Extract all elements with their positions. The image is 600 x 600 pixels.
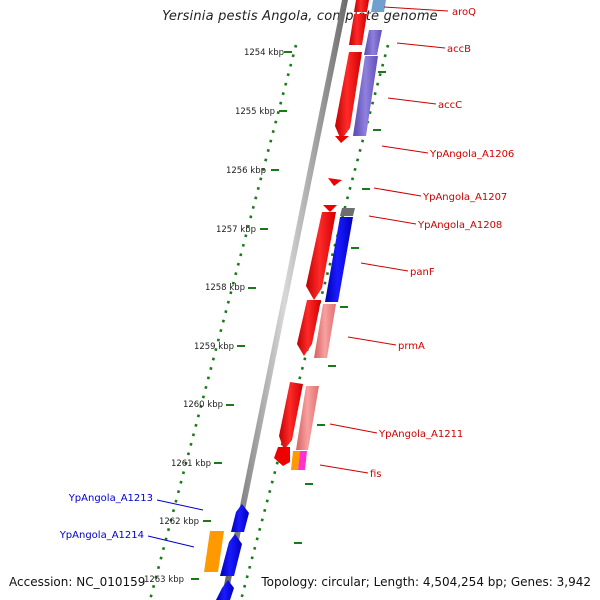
gene-YpAngola_A1208[interactable]: [323, 205, 337, 212]
cog-YpAngola_A1214: [204, 531, 224, 572]
leader-prmA: [347, 336, 397, 346]
gene-aroQ[interactable]: [354, 0, 369, 12]
leader-accB: [396, 42, 446, 49]
gene-label-YpAngola_A1206[interactable]: YpAngola_A1206: [429, 149, 514, 160]
gene-label-YpAngola_A1211[interactable]: YpAngola_A1211: [378, 429, 463, 440]
gene-YpAngola_A1213[interactable]: [231, 504, 249, 532]
leader-YpAngola_A1213: [156, 499, 204, 511]
leader-accC: [387, 97, 437, 105]
gene-label-YpAngola_A1213[interactable]: YpAngola_A1213: [68, 493, 153, 504]
cog-accB: [364, 30, 382, 55]
gene-accB[interactable]: [349, 14, 367, 45]
accession-label: Accession: NC_010159: [9, 575, 146, 589]
gene-label-accB[interactable]: accB: [447, 44, 471, 55]
cog-fis-orange: [291, 451, 300, 470]
gene-label-YpAngola_A1214[interactable]: YpAngola_A1214: [59, 530, 144, 541]
gene-labels: aroQ accB accC YpAngola_A1206 YpAngola_A…: [59, 7, 515, 541]
leader-YpAngola_A1206: [381, 145, 429, 154]
gene-label-YpAngola_A1207[interactable]: YpAngola_A1207: [422, 192, 507, 203]
tick-label: 1254 kbp: [244, 48, 284, 58]
gene-YpAngola_A1214[interactable]: [220, 534, 242, 576]
genome-backbone: [221, 0, 348, 600]
tick-label: 1263 kbp: [144, 575, 184, 585]
gene-partial-bottom[interactable]: [216, 580, 234, 600]
leader-fis: [319, 464, 369, 474]
gene-label-accC[interactable]: accC: [438, 100, 462, 111]
cog-accC: [353, 56, 378, 136]
leader-YpAngola_A1208: [368, 215, 417, 225]
tick-label: 1258 kbp: [205, 283, 245, 293]
tick-label: 1255 kbp: [235, 107, 275, 117]
tick-label: 1257 kbp: [216, 225, 256, 235]
label-leaders: [147, 6, 449, 548]
outer-ring-ticks: [294, 71, 386, 544]
tick-label: 1262 kbp: [159, 517, 199, 527]
genome-summary: Topology: circular; Length: 4,504,254 bp…: [261, 575, 591, 589]
tick-group: 1254 kbp 1255 kbp 1256 kbp 1257 kbp 1258…: [144, 48, 292, 585]
gene-label-panF[interactable]: panF: [410, 267, 435, 278]
gene-label-fis[interactable]: fis: [370, 469, 382, 480]
tick-label: 1256 kbp: [226, 166, 266, 176]
cog-aroQ: [371, 0, 386, 12]
cog-fis-magenta: [298, 451, 307, 470]
map-title: Yersinia pestis Angola, complete genome: [162, 9, 438, 24]
cog-prmA: [314, 304, 336, 358]
tick-label: 1261 kbp: [171, 459, 211, 469]
gene-features: [204, 0, 386, 600]
gene-label-prmA[interactable]: prmA: [398, 341, 425, 352]
cog-panF: [325, 217, 353, 302]
gene-label-aroQ[interactable]: aroQ: [452, 7, 476, 18]
leader-YpAngola_A1214: [147, 535, 195, 548]
cog-YpAngola_A1208: [340, 208, 355, 216]
leader-panF: [360, 262, 409, 272]
gene-YpAngola_A1211[interactable]: [279, 382, 303, 450]
gene-prmA[interactable]: [297, 300, 321, 356]
leader-YpAngola_A1211: [329, 423, 378, 434]
leader-aroQ: [383, 6, 449, 12]
cog-YpAngola_A1211: [296, 386, 319, 450]
gene-fis[interactable]: [274, 447, 290, 466]
gene-YpAngola_A1206[interactable]: [335, 136, 349, 143]
gene-label-YpAngola_A1208[interactable]: YpAngola_A1208: [417, 220, 502, 231]
tick-label: 1259 kbp: [194, 342, 234, 352]
gene-accC[interactable]: [335, 52, 362, 140]
gene-YpAngola_A1207[interactable]: [328, 178, 342, 186]
tick-label: 1260 kbp: [183, 400, 223, 410]
gene-panF[interactable]: [306, 212, 336, 300]
leader-YpAngola_A1207: [373, 187, 422, 197]
